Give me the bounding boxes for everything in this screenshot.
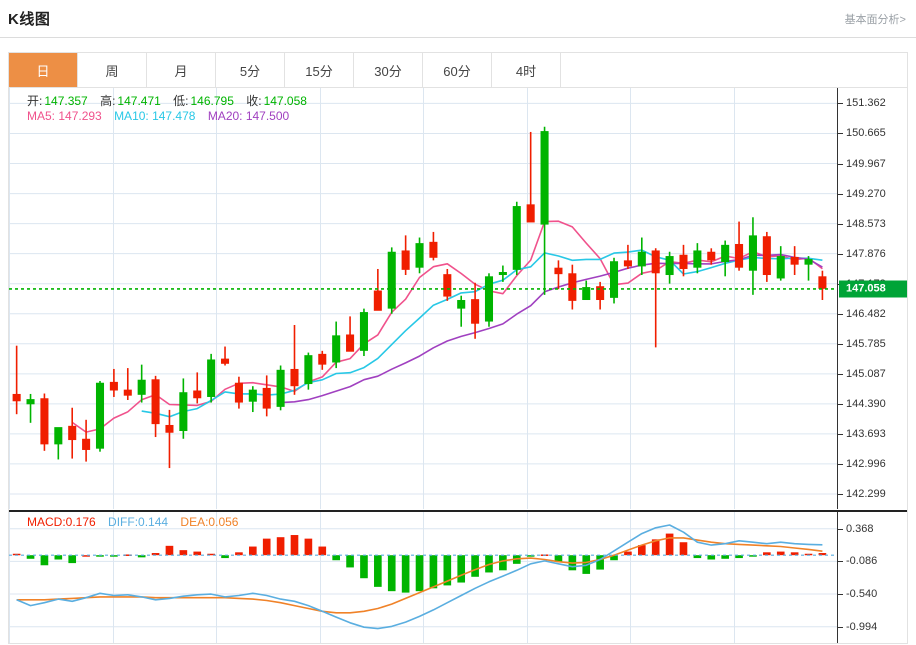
price-axis-label: 146.482 xyxy=(846,307,886,320)
price-axis-tick xyxy=(838,133,843,135)
tab-30min[interactable]: 30分 xyxy=(354,53,423,87)
price-axis-tick xyxy=(838,433,843,435)
last-price-badge: 147.058 xyxy=(839,280,907,298)
fundamental-analysis-link[interactable]: 基本面分析> xyxy=(844,13,906,26)
price-plot[interactable] xyxy=(9,88,837,509)
ma5-legend: MA5: 147.293 xyxy=(27,109,102,123)
price-axis-tick xyxy=(838,103,843,105)
macd-axis-tick xyxy=(838,594,843,596)
ohlc-low-value: 146.795 xyxy=(190,94,234,108)
macd-axis-label: -0.540 xyxy=(846,588,878,601)
macd-legend: MACD:0.176 DIFF:0.144 DEA:0.056 xyxy=(27,515,247,529)
price-axis-label: 145.087 xyxy=(846,367,886,380)
macd-axis: 0.368 -0.086 -0.540 -0.994 xyxy=(837,512,907,643)
price-axis-label: 150.665 xyxy=(846,127,886,140)
price-axis-tick xyxy=(838,493,843,495)
price-axis-label: 148.573 xyxy=(846,217,886,230)
price-axis-tick xyxy=(838,193,843,195)
price-axis: 151.362 150.665 149.967 149.270 148.573 147.8… xyxy=(837,88,907,509)
price-axis-label: 147.876 xyxy=(846,247,886,260)
price-axis-tick xyxy=(838,163,843,165)
tab-week[interactable]: 周 xyxy=(78,53,147,87)
dea-value: DEA:0.056 xyxy=(180,515,239,529)
price-axis-tick xyxy=(838,373,843,375)
ohlc-open-value: 147.357 xyxy=(44,94,88,108)
ma-legend: MA5: 147.293 MA10: 147.478 MA20: 147.500 xyxy=(27,109,298,123)
price-axis-label: 142.996 xyxy=(846,457,886,470)
ohlc-low-label: 低: xyxy=(173,94,189,108)
ohlc-legend: 开: 147.357 高: 147.471 低: 146.795 收: 147.058 xyxy=(27,92,316,109)
macd-axis-label: -0.994 xyxy=(846,620,878,633)
macd-axis-tick xyxy=(838,626,843,628)
tab-month[interactable]: 月 xyxy=(147,53,216,87)
price-axis-label: 151.362 xyxy=(846,97,886,110)
macd-axis-label: 0.368 xyxy=(846,522,874,535)
tabbar-filler xyxy=(561,53,907,87)
price-axis-label: 143.693 xyxy=(846,427,886,440)
ohlc-close-label: 收: xyxy=(246,94,262,108)
macd-pane: MACD:0.176 DIFF:0.144 DEA:0.056 0.368 -0.… xyxy=(9,510,907,643)
diff-value: DIFF:0.144 xyxy=(108,515,169,529)
tab-15min[interactable]: 15分 xyxy=(285,53,354,87)
ma20-legend: MA20: 147.500 xyxy=(207,109,290,123)
macd-axis-label: -0.086 xyxy=(846,555,878,568)
macd-axis-tick xyxy=(838,561,843,563)
tab-4hour[interactable]: 4时 xyxy=(492,53,561,87)
price-axis-tick xyxy=(838,253,843,255)
tab-day[interactable]: 日 xyxy=(9,53,78,87)
macd-plot[interactable] xyxy=(9,512,837,643)
tab-60min[interactable]: 60分 xyxy=(423,53,492,87)
ma10-legend: MA10: 147.478 xyxy=(114,109,196,123)
price-axis-label: 145.785 xyxy=(846,337,886,350)
price-axis-label: 142.299 xyxy=(846,487,886,500)
price-axis-tick xyxy=(838,463,843,465)
ohlc-open-label: 开: xyxy=(27,94,43,108)
price-axis-tick xyxy=(838,313,843,315)
macd-value: MACD:0.176 xyxy=(27,515,96,529)
timeframe-tabbar: 日 周 月 5分 15分 30分 60分 4时 xyxy=(8,52,908,88)
price-axis-label: 149.270 xyxy=(846,187,886,200)
page-header: K线图 基本面分析> xyxy=(0,0,916,38)
tab-5min[interactable]: 5分 xyxy=(216,53,285,87)
ohlc-high-label: 高: xyxy=(100,94,116,108)
ohlc-high-value: 147.471 xyxy=(117,94,161,108)
price-axis-tick xyxy=(838,223,843,225)
price-axis-label: 149.967 xyxy=(846,157,886,170)
price-axis-tick xyxy=(838,403,843,405)
price-pane: 开: 147.357 高: 147.471 低: 146.795 收: 147.058 … xyxy=(9,88,907,509)
macd-axis-tick xyxy=(838,528,843,530)
price-axis-tick xyxy=(838,343,843,345)
page-title: K线图 xyxy=(8,11,51,28)
ohlc-close-value: 147.058 xyxy=(263,94,307,108)
chart-frame: 开: 147.357 高: 147.471 低: 146.795 收: 147.058 … xyxy=(8,88,908,644)
price-axis-label: 144.390 xyxy=(846,397,886,410)
